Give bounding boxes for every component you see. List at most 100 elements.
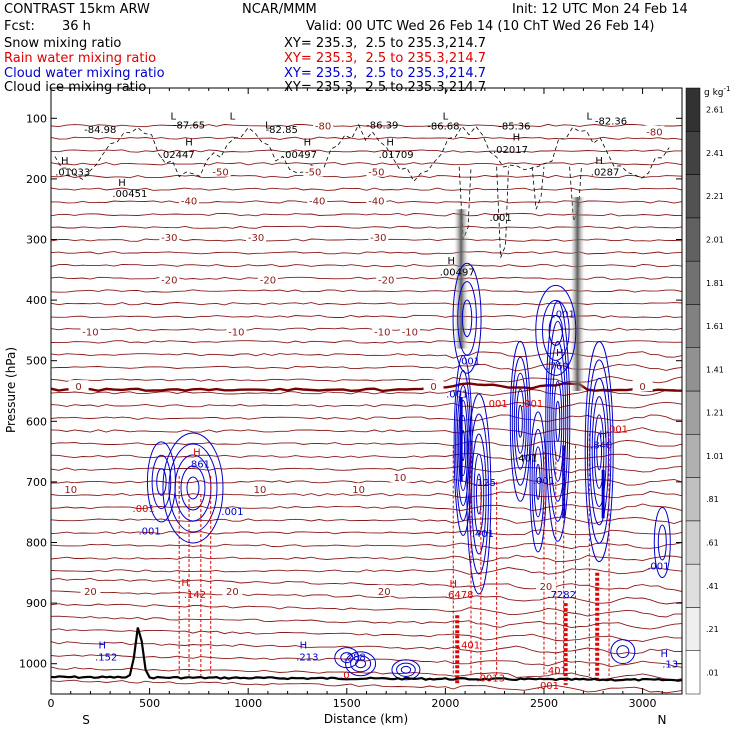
x-tick-label: 3000: [629, 697, 657, 710]
isotherm-label: -50: [305, 168, 321, 179]
y-tick-label: 300: [26, 234, 47, 247]
cloudwater-contour: [529, 411, 547, 553]
isotherm-label-bg: [374, 584, 395, 596]
cloudwater-contour: [555, 400, 561, 442]
isotherm: [50, 490, 683, 498]
cloudwater-contour: [340, 652, 354, 664]
x-axis-label: Distance (km): [324, 712, 408, 726]
isotherm: [50, 414, 683, 422]
colorbar-unit: g kg-1: [704, 85, 730, 98]
field-extremum-label: .02447: [160, 150, 195, 161]
field-rain-xsec: XY= 235.3, 2.5 to 235.3,214.7: [284, 51, 487, 66]
isotherm: [50, 542, 683, 550]
cloudwater-contour: [473, 453, 485, 535]
isotherm-label: -30: [248, 233, 264, 244]
field-extremum-label: H: [193, 448, 201, 459]
isotherm-label-bg: [366, 165, 387, 177]
isotherm: [50, 465, 683, 474]
colorbar-bin: [685, 174, 701, 219]
isotherm-label-bg: [348, 483, 369, 495]
isotherm: [50, 554, 683, 563]
cloudwater-contour: [584, 341, 614, 563]
cloudwater-contour: [458, 400, 469, 492]
cloudwater-contour: [610, 639, 636, 665]
field-extremum-label: .02017: [493, 145, 528, 156]
colorbar-tick-label: .61: [706, 539, 719, 548]
field-extremum-label: .401: [458, 640, 480, 651]
cloudwater-contour: [653, 507, 671, 578]
field-extremum-label: H: [595, 156, 603, 167]
field-extremum-label: .001: [221, 507, 243, 518]
cloudwater-contour: [391, 659, 421, 681]
isotherm-label: -20: [260, 275, 276, 286]
field-extremum-label: .001: [537, 681, 559, 692]
field-extremum-label: -87.65: [173, 120, 205, 131]
colorbar-bin: [685, 260, 701, 305]
field-extremum-label: .7282: [547, 590, 576, 601]
isotherm-label-bg: [632, 380, 653, 392]
isotherm-label-bg: [60, 483, 81, 495]
field-extremum-label: .01033: [55, 168, 90, 179]
cloudwater-contour: [547, 320, 569, 522]
field-extremum-label: .001: [489, 213, 511, 224]
isotherm-label: -10: [402, 328, 418, 339]
isotherm: [50, 453, 683, 461]
cloudwater-contour: [511, 356, 529, 486]
field-extremum-label: H: [118, 178, 126, 189]
isotherm: [50, 654, 683, 668]
isotherm-label-bg: [80, 584, 101, 596]
cloudwater-contour: [334, 647, 360, 669]
colorbar-bin: [685, 390, 701, 435]
colorbar-bin: [685, 563, 701, 608]
field-rain-label: Rain water mixing ratio: [4, 51, 157, 66]
isotherm-label-bg: [368, 231, 389, 243]
cloudwater-contour: [162, 432, 224, 544]
field-extremum-label: .0013: [476, 674, 505, 685]
cloudwater-contour: [355, 659, 367, 669]
field-extremum-label: .001: [533, 476, 555, 487]
field-extremum-label: L: [587, 111, 593, 122]
isotherm-label-bg: [179, 194, 200, 206]
colorbar-bin: [685, 607, 701, 651]
isotherm-label: 0: [639, 382, 645, 393]
cloudwater-contour: [461, 299, 473, 338]
field-extremum-label: .001: [553, 309, 575, 320]
snow-column: [454, 209, 469, 349]
cloudwater-contour: [186, 476, 200, 500]
cloudwater-contour: [657, 524, 667, 561]
center-title: NCAR/MMM: [242, 2, 317, 17]
cloudwater-contour: [616, 645, 630, 659]
isotherm-label-bg: [210, 165, 231, 177]
isotherm-label: -30: [370, 233, 386, 244]
field-cloudwater-label: Cloud water mixing ratio: [4, 66, 165, 81]
field-extremum-label: H: [61, 156, 69, 167]
isotherm-label: -80: [315, 122, 331, 133]
y-tick-label: 600: [26, 415, 47, 428]
y-tick-label: 1000: [19, 658, 47, 671]
colorbar-tick-label: 2.41: [706, 149, 724, 158]
field-extremum-label: .0287: [591, 168, 620, 179]
field-extremum-label: -86.68: [427, 122, 459, 133]
cloudwater-contour: [541, 299, 570, 361]
colorbar-tick-label: 2.01: [706, 236, 724, 245]
field-extremum-label: -86.39: [366, 120, 398, 131]
isotherm: [50, 123, 683, 128]
cloudwater-contour: [146, 441, 176, 523]
isotherm-label-bg: [307, 194, 328, 206]
field-extremum-label: -84.98: [84, 125, 116, 136]
field-extremum-label: H: [185, 137, 193, 148]
isotherm: [50, 503, 683, 512]
isotherm-label-bg: [222, 584, 243, 596]
isotherm: [50, 603, 683, 618]
field-extremum-label: H: [386, 137, 394, 148]
isotherm-label: 20: [84, 587, 97, 598]
colorbar-tick-label: 1.81: [706, 279, 724, 288]
cloudwater-contour: [453, 355, 473, 537]
isotherm: [50, 567, 683, 575]
isotherm-label-bg: [246, 231, 267, 243]
colorbar-tick-label: 1.21: [706, 409, 724, 418]
colorbar-bin: [685, 87, 701, 132]
field-extremum-label: H: [304, 137, 312, 148]
y-tick-label: 800: [26, 537, 47, 550]
